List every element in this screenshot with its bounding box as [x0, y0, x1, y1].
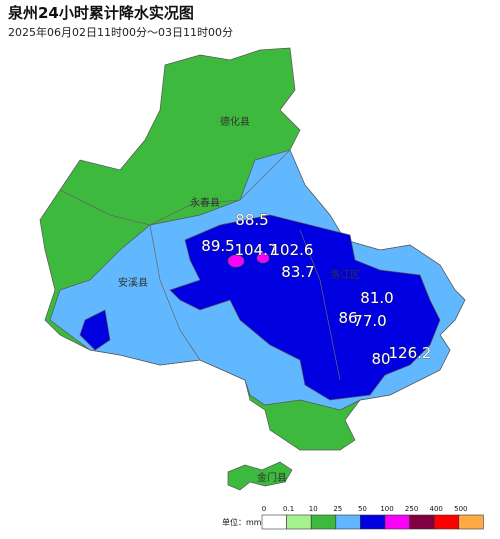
border: [299, 229, 341, 381]
legend-label: 10: [309, 505, 318, 513]
legend-unit: 单位：mm: [222, 517, 262, 527]
region-magenta: [256, 252, 270, 264]
border: [59, 149, 291, 226]
legend-swatch: [310, 514, 337, 530]
rainfall-label: 81.0: [360, 289, 393, 307]
legend-label: 25: [333, 505, 342, 513]
legend-swatch: [384, 514, 410, 530]
rainfall-label: 88.5: [235, 211, 268, 229]
legend-swatch: [261, 514, 287, 530]
legend-label: 0: [262, 505, 266, 513]
legend-label: 0.1: [283, 505, 294, 513]
region-blue: [79, 309, 111, 351]
legend-swatch: [360, 514, 386, 530]
rainfall-label: 126.2: [389, 344, 432, 362]
place-label: 安溪县: [118, 276, 148, 289]
rainfall-label: 80: [371, 350, 390, 368]
place-label: 德化县: [220, 115, 250, 128]
legend-swatch: [458, 514, 484, 530]
legend-swatch: [409, 514, 435, 530]
rainfall-label: 83.7: [281, 263, 314, 281]
rainfall-label: 77.0: [353, 312, 386, 330]
subtitle: 2025年06月02日11时00分～03日11时00分: [8, 25, 233, 39]
rainfall-labels: 88.5 89.5 104.7 102.6 83.7 81.0 86 77.0 …: [201, 211, 432, 369]
island: [227, 461, 293, 491]
legend-swatch: [335, 514, 361, 530]
rainfall-label: 89.5: [201, 237, 234, 255]
legend: 单位：mm 0 0.1 10 25 50 100 250 400 500: [222, 505, 484, 530]
legend-label: 500: [454, 505, 467, 513]
legend-swatch: [286, 514, 312, 530]
rainfall-label: 86: [338, 309, 357, 327]
rainfall-label: 102.6: [271, 241, 314, 259]
map: [39, 47, 466, 491]
place-label: 金门县: [257, 471, 287, 484]
legend-label: 400: [430, 505, 443, 513]
rainfall-label: 104.7: [235, 241, 278, 259]
place-label: 永春县: [190, 196, 220, 209]
place-labels: 德化县 永春县 安溪县 洛江区 金门县: [118, 115, 360, 484]
legend-swatch: [433, 514, 460, 530]
legend-label: 100: [380, 505, 393, 513]
place-label: 洛江区: [330, 268, 360, 281]
legend-label: 250: [405, 505, 418, 513]
region-magenta: [227, 254, 245, 268]
title: 泉州24小时累计降水实况图: [7, 4, 194, 22]
legend-label: 50: [358, 505, 367, 513]
border: [149, 224, 201, 361]
